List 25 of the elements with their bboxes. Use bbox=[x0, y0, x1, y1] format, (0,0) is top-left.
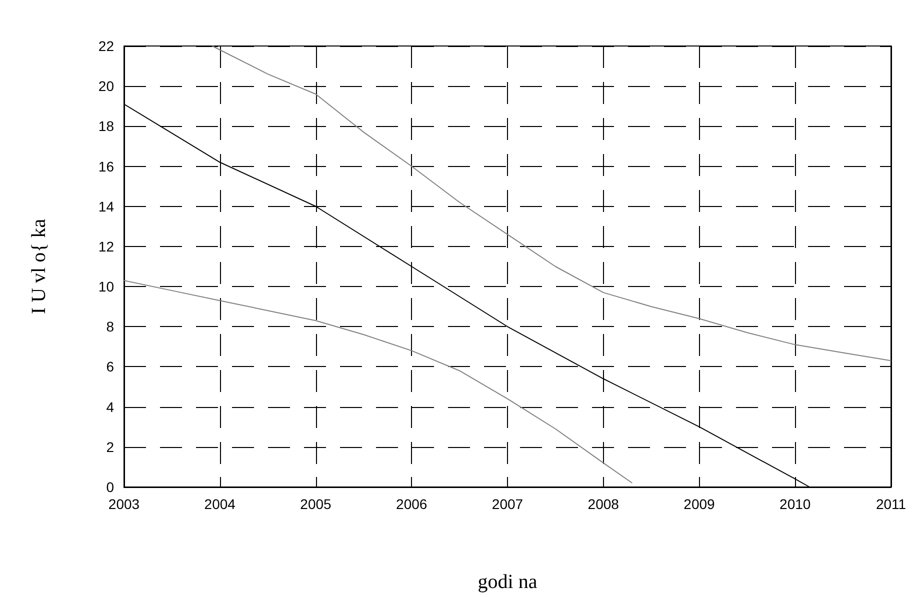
x-tick-label: 2005 bbox=[300, 496, 332, 512]
y-tick-label: 22 bbox=[98, 38, 114, 54]
line-series bbox=[212, 46, 892, 362]
y-tick-label: 2 bbox=[106, 438, 114, 455]
x-axis-title: godi na bbox=[478, 571, 538, 593]
x-tick-label: 2007 bbox=[492, 496, 524, 512]
x-tick-label: 2006 bbox=[396, 496, 428, 512]
line-series bbox=[124, 280, 633, 484]
y-tick-label: 0 bbox=[106, 479, 114, 495]
y-axis-title: I U vl o{ ka bbox=[28, 218, 50, 314]
y-tick-label: 8 bbox=[106, 318, 114, 335]
x-tick-label: 2008 bbox=[588, 496, 620, 512]
x-tick-label: 2004 bbox=[204, 496, 236, 512]
y-tick-label: 16 bbox=[98, 158, 114, 174]
x-tick-label: 2009 bbox=[684, 496, 716, 512]
y-tick-label: 14 bbox=[98, 198, 114, 214]
y-tick-label: 4 bbox=[106, 398, 114, 415]
y-tick-label: 6 bbox=[106, 358, 114, 375]
x-tick-label: 2003 bbox=[108, 496, 140, 512]
y-tick-label: 10 bbox=[98, 278, 114, 295]
x-tick-label: 2011 bbox=[876, 496, 906, 512]
x-tick-label: 2010 bbox=[780, 496, 811, 512]
y-tick-label: 18 bbox=[98, 118, 114, 134]
y-tick-label: 20 bbox=[98, 78, 114, 94]
y-tick-label: 12 bbox=[98, 238, 114, 254]
